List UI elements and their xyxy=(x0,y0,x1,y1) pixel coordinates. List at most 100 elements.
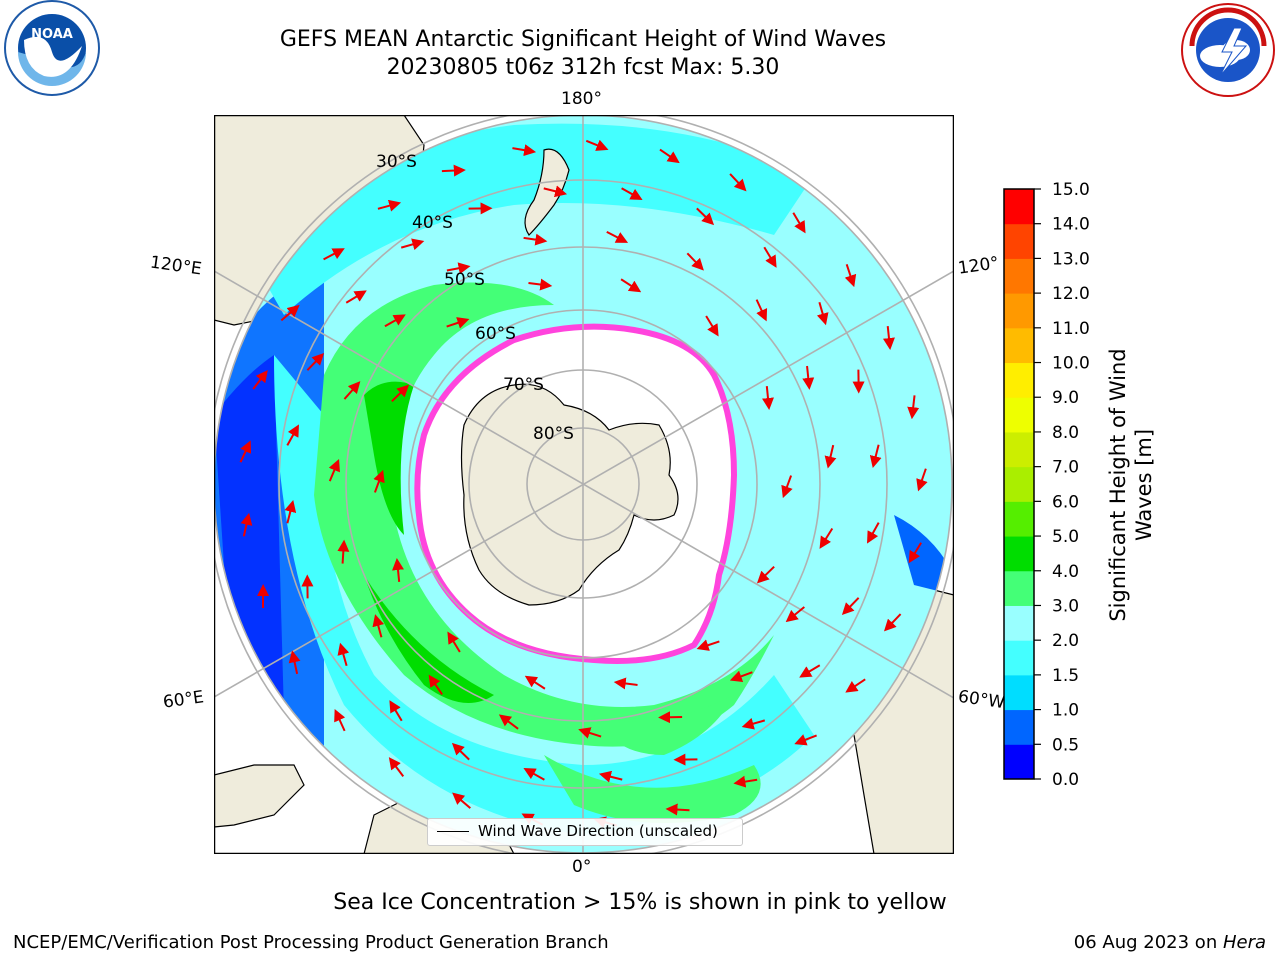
colorbar-tick-label: 4.0 xyxy=(1052,562,1079,582)
legend-label: Wind Wave Direction (unscaled) xyxy=(478,822,718,840)
wind-wave-arrow xyxy=(819,527,834,549)
wind-wave-arrow xyxy=(841,597,860,616)
colorbar-tick-label: 9.0 xyxy=(1052,388,1079,408)
wind-wave-arrow xyxy=(528,278,553,291)
colorbar-label-line-2: Waves [m] xyxy=(1132,428,1156,542)
land-antarctica xyxy=(460,383,679,606)
footer-date: 06 Aug 2023 on Hera xyxy=(1074,932,1266,953)
lon-label-60e: 60°E xyxy=(161,687,206,713)
wind-wave-arrow xyxy=(585,139,609,151)
colorbar-tick-label: 0.0 xyxy=(1052,770,1079,790)
colorbar-block xyxy=(1004,536,1034,572)
colorbar-tick-label: 3.0 xyxy=(1052,596,1079,616)
wind-wave-arrow xyxy=(343,381,361,400)
colorbar-block xyxy=(1004,431,1034,468)
wind-wave-arrow xyxy=(284,499,297,524)
lon-label-120e: 120°E xyxy=(148,252,203,280)
wind-wave-arrow xyxy=(388,757,405,777)
footer-date-text: 06 Aug 2023 on xyxy=(1073,932,1223,953)
wind-wave-arrow xyxy=(799,664,821,678)
wind-wave-arrow xyxy=(696,639,720,651)
wind-wave-arrow xyxy=(337,539,350,564)
title-line-2: 20230805 t06z 312h fcst Max: 5.30 xyxy=(386,55,780,80)
wind-wave-arrow xyxy=(451,742,470,761)
colorbar-block xyxy=(1004,605,1034,641)
wind-wave-arrow xyxy=(907,395,920,420)
lon-label-180: 180° xyxy=(561,89,602,109)
colorbar-block xyxy=(1004,189,1034,225)
wind-wave-arrow xyxy=(334,709,346,732)
wind-wave-arrow xyxy=(620,278,642,293)
colorbar-block xyxy=(1004,466,1034,502)
wind-wave-arrow xyxy=(400,238,425,251)
wind-wave-arrow xyxy=(377,199,402,212)
wind-wave-arrow xyxy=(446,317,470,329)
chart-title: GEFS MEAN Antarctic Significant Height o… xyxy=(0,26,1166,82)
wind-wave-arrow xyxy=(763,246,777,268)
nws-logo xyxy=(1181,3,1275,97)
wind-wave-arrow xyxy=(729,670,753,682)
wind-wave-arrow xyxy=(696,207,715,226)
wind-wave-arrow xyxy=(391,384,410,403)
wind-wave-arrow xyxy=(705,315,719,337)
wind-wave-arrow xyxy=(452,792,471,809)
wind-wave-arrow xyxy=(446,262,471,275)
map-panel xyxy=(214,115,954,854)
colorbar: 0.0 0.5 1.0 1.5 2.0 3.0 4.0 5.0 6.0 7.0 8.0 9.0 10.0… xyxy=(1003,180,1090,790)
colorbar-label: Significant Height of Wind Waves [m] xyxy=(1105,348,1157,621)
wind-wave-arrow xyxy=(908,542,922,564)
wind-wave-arrow xyxy=(373,469,385,493)
noaa-logo: NOAA xyxy=(4,0,100,96)
land-new-zealand xyxy=(524,148,570,236)
wind-wave-arrow xyxy=(524,675,546,690)
colorbar-block xyxy=(1004,744,1034,780)
wind-wave-arrow xyxy=(598,770,623,783)
lon-label-120w: 120° xyxy=(956,253,1001,279)
wind-wave-arrow xyxy=(323,248,345,261)
colorbar-tick-label: 5.0 xyxy=(1052,527,1079,547)
colorbar-label-line-1: Significant Height of Wind xyxy=(1106,348,1130,622)
wind-wave-arrow xyxy=(802,365,815,390)
wind-wave-arrow xyxy=(613,677,638,690)
wind-wave-arrow xyxy=(345,290,367,304)
wind-wave-arrow xyxy=(845,678,866,693)
colorbar-tick-label: 0.5 xyxy=(1052,735,1079,755)
wind-wave-arrow xyxy=(792,212,806,234)
colorbar-block xyxy=(1004,501,1034,537)
colorbar-block xyxy=(1004,397,1034,433)
footer-machine: Hera xyxy=(1222,932,1266,953)
wind-wave-arrow xyxy=(239,440,252,463)
wind-wave-arrow xyxy=(869,444,882,469)
noaa-wordmark: NOAA xyxy=(31,27,73,42)
wind-wave-arrow xyxy=(686,252,704,271)
colorbar-block xyxy=(1004,640,1034,676)
wind-wave-arrow xyxy=(816,301,829,326)
colorbar-tick-label: 10.0 xyxy=(1052,354,1090,374)
wind-wave-arrow xyxy=(733,775,758,788)
wind-wave-arrow xyxy=(621,187,643,200)
wind-wave-arrow xyxy=(741,717,766,730)
wind-wave-arrow xyxy=(447,631,461,653)
wind-wave-arrow xyxy=(781,475,793,499)
wind-wave-arrow xyxy=(286,424,299,446)
wind-wave-arrow xyxy=(498,714,519,730)
wind-wave-arrow xyxy=(659,148,680,164)
wind-wave-arrows xyxy=(239,139,928,829)
colorbar-tick-label: 14.0 xyxy=(1052,215,1090,235)
wind-wave-arrow xyxy=(794,734,817,746)
lat-label-70s: 70°S xyxy=(503,375,544,395)
wind-wave-arrow xyxy=(543,185,568,198)
wind-wave-arrow xyxy=(428,674,443,695)
graticule xyxy=(214,115,954,854)
lat-label-30s: 30°S xyxy=(376,152,417,172)
lat-label-50s: 50°S xyxy=(444,270,485,290)
colorbar-tick-label: 11.0 xyxy=(1052,319,1090,339)
wind-wave-arrow xyxy=(252,370,268,390)
wind-wave-arrow xyxy=(867,522,880,544)
wind-wave-arrow xyxy=(523,768,545,781)
colorbar-tick-label: 1.5 xyxy=(1052,666,1079,686)
colorbar-tick-label: 8.0 xyxy=(1052,423,1079,443)
colorbar-block xyxy=(1004,223,1034,259)
colorbar-block xyxy=(1004,362,1034,398)
wind-wave-arrow xyxy=(578,727,602,739)
